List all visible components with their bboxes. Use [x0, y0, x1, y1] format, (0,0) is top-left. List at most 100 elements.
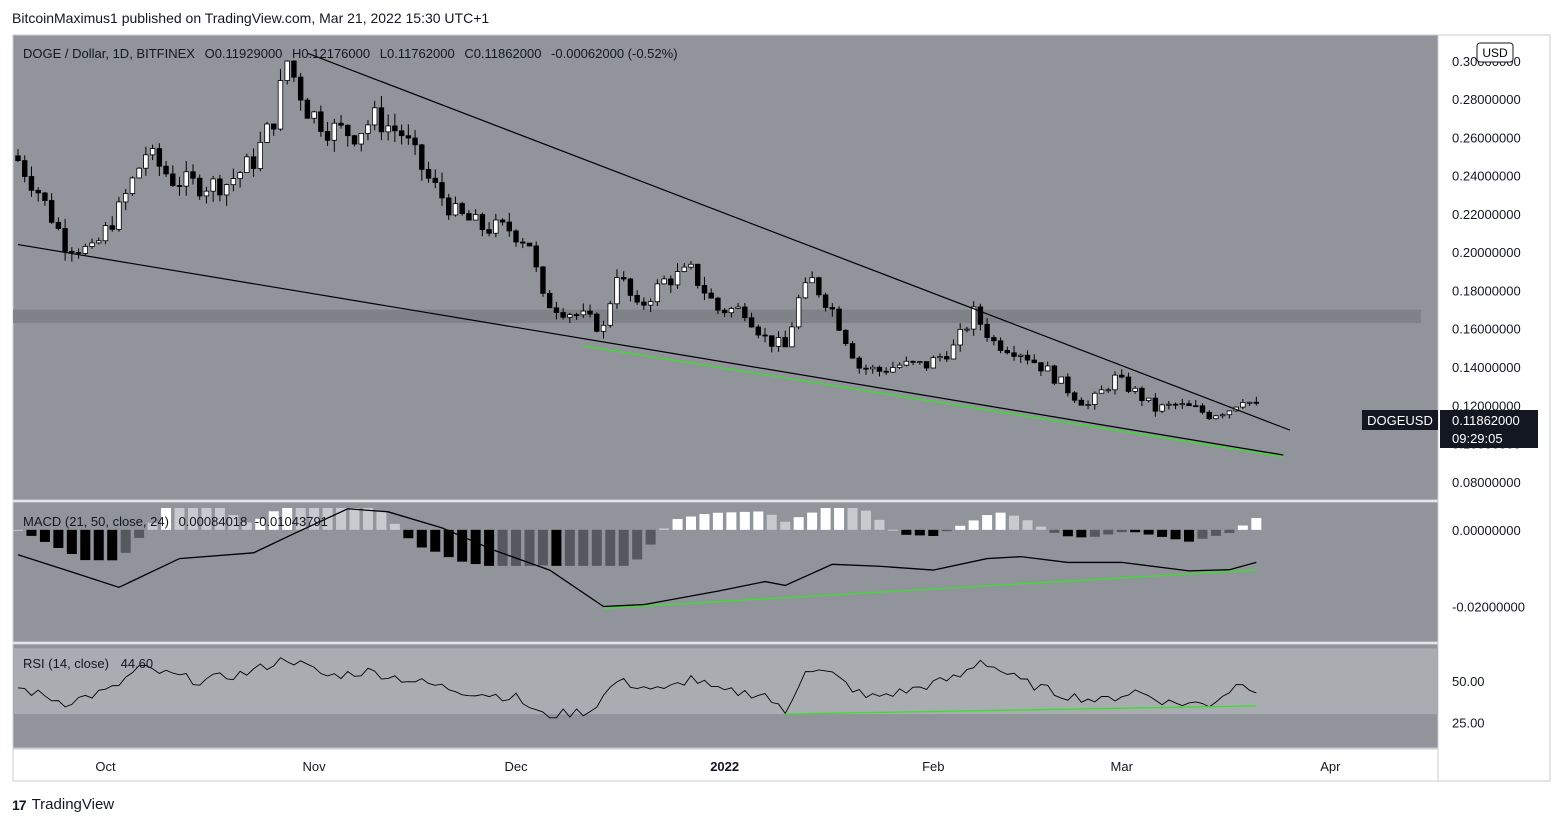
- candle: [795, 297, 802, 328]
- macd-bar: [591, 529, 602, 566]
- candle: [641, 301, 647, 306]
- candle: [944, 356, 950, 360]
- candle: [304, 99, 311, 119]
- candle: [237, 172, 243, 179]
- low-value: 0.11762000: [387, 46, 455, 61]
- candle: [129, 177, 136, 194]
- macd-bar: [887, 529, 898, 531]
- candle: [829, 307, 836, 310]
- macd-bar: [336, 507, 347, 530]
- price-tick-label: 0.18000000: [1452, 283, 1521, 298]
- macd-bar: [578, 529, 589, 566]
- price-tick-label: 0.12000000: [1452, 398, 1521, 413]
- price-tick-label: 0.08000000: [1452, 475, 1521, 490]
- macd-bar: [1035, 526, 1046, 530]
- candle: [1004, 350, 1011, 354]
- candle: [1024, 354, 1031, 361]
- candle: [143, 154, 149, 169]
- candle: [163, 165, 169, 175]
- macd-bar: [1170, 529, 1181, 540]
- macd-bar: [901, 529, 912, 535]
- countdown-tag: 09:29:05: [1452, 431, 1503, 446]
- candle: [701, 285, 708, 294]
- candle: [1253, 401, 1260, 404]
- currency-badge[interactable]: USD: [1482, 46, 1508, 60]
- macd-bar: [1130, 529, 1141, 533]
- macd-bar: [1224, 529, 1235, 533]
- candle: [22, 160, 28, 177]
- candle: [351, 135, 358, 145]
- candle: [607, 303, 613, 326]
- candle: [654, 283, 661, 303]
- candle: [398, 130, 405, 137]
- candle: [230, 178, 237, 186]
- candle: [331, 122, 338, 141]
- low-label: L: [380, 46, 387, 61]
- macd-bar: [268, 511, 279, 530]
- candle: [1058, 376, 1064, 384]
- rsi-tick-label: 50.00: [1452, 674, 1485, 689]
- macd-bar: [66, 529, 77, 554]
- candle: [728, 308, 735, 314]
- macd-bar: [1009, 515, 1020, 530]
- candle: [122, 193, 129, 203]
- candle: [950, 344, 957, 360]
- macd-bar: [161, 507, 172, 530]
- candle: [96, 240, 102, 244]
- macd-tick-label: 0.00000000: [1452, 523, 1521, 538]
- price-tick-label: 0.22000000: [1452, 207, 1521, 222]
- candle: [917, 361, 923, 364]
- macd-bar: [1116, 529, 1127, 533]
- candle: [291, 60, 297, 78]
- candle: [883, 370, 889, 373]
- candle: [1219, 414, 1226, 417]
- support-trendline: [17, 243, 1284, 456]
- candle: [371, 107, 378, 126]
- candle: [297, 76, 304, 101]
- candle: [735, 306, 741, 309]
- candle: [190, 171, 196, 179]
- candle: [614, 277, 620, 305]
- candle: [923, 361, 930, 369]
- candle: [1186, 403, 1192, 407]
- candle: [970, 306, 977, 330]
- macd-bar: [1089, 529, 1100, 537]
- candle: [1172, 403, 1179, 406]
- currency-badge-box[interactable]: [1476, 42, 1514, 63]
- candle: [466, 213, 472, 221]
- candle: [997, 340, 1004, 351]
- macd-bar: [376, 511, 387, 530]
- publisher-credit: BitcoinMaximus1 published on TradingView…: [12, 10, 490, 26]
- macd-bar: [174, 507, 185, 530]
- candle: [930, 357, 936, 369]
- candle: [432, 177, 438, 183]
- candle: [385, 125, 391, 133]
- macd-bar: [955, 525, 966, 530]
- macd-bar: [874, 519, 885, 530]
- candle: [789, 326, 795, 348]
- candle: [621, 277, 627, 280]
- brand-label: TradingView: [31, 796, 115, 813]
- macd-bar: [214, 507, 225, 530]
- candle: [358, 133, 364, 145]
- candle: [1018, 354, 1024, 357]
- candle: [513, 230, 519, 243]
- macd-bar: [1103, 529, 1114, 535]
- candle: [277, 80, 284, 130]
- macd-bar: [564, 529, 575, 566]
- candle: [668, 278, 674, 286]
- candle: [264, 123, 270, 143]
- candle: [1166, 403, 1172, 406]
- candle: [991, 337, 997, 342]
- candle: [136, 167, 142, 179]
- macd-bar: [241, 522, 252, 530]
- chart-title: DOGE / Dollar, 1D, BITFINEX O0.11929000 …: [23, 46, 678, 61]
- candle: [1038, 362, 1044, 372]
- macd-bar: [255, 518, 266, 530]
- macd-bar: [134, 529, 145, 538]
- macd-bar: [807, 512, 818, 530]
- macd-bar: [1251, 518, 1262, 530]
- price-tick-label: 0.26000000: [1452, 130, 1521, 145]
- candle: [1246, 401, 1253, 404]
